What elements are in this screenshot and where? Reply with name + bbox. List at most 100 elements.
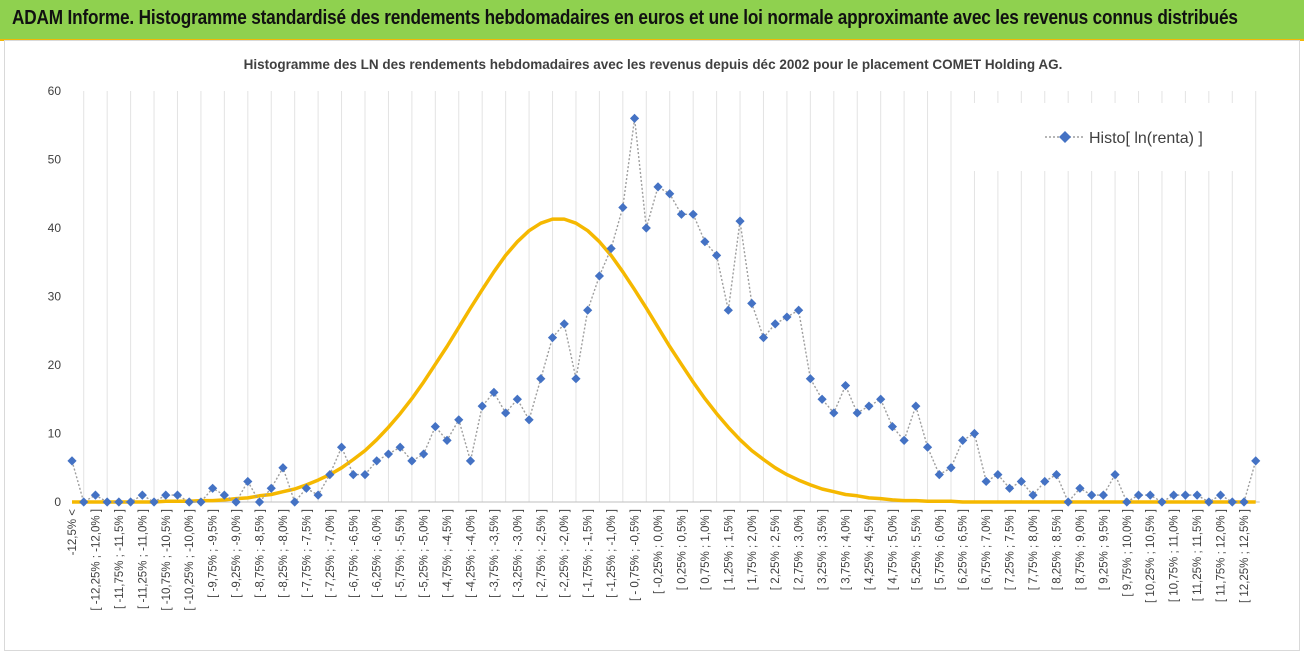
- histogram-point: [231, 497, 241, 507]
- histogram-point: [1110, 470, 1120, 480]
- histogram-point: [618, 202, 628, 213]
- histogram-point: [348, 470, 358, 480]
- chart-title: Histogramme des LN des rendements hebdom…: [244, 57, 1063, 72]
- histogram-series-line: [71, 118, 1257, 504]
- histogram-point: [1122, 497, 1132, 507]
- x-tick-label: [ 2,25% ; 2,5% ]: [770, 509, 782, 590]
- histogram-point: [782, 312, 792, 322]
- histogram-point: [922, 442, 933, 452]
- x-tick-label: [ 8,25% ; 8,5% ]: [1051, 509, 1063, 590]
- histogram-point: [1075, 483, 1085, 493]
- histogram-point: [758, 333, 769, 343]
- histogram-point: [583, 305, 593, 315]
- x-tick-label: [ - 0,75% ; -0,5% ]: [630, 509, 642, 601]
- chart-canvas: Histogramme des LN des rendements hebdom…: [48, 57, 1261, 611]
- histogram-point: [770, 319, 780, 329]
- y-tick-label: 40: [48, 221, 62, 235]
- histogram-point: [313, 490, 323, 500]
- histogram-point: [735, 216, 745, 226]
- histogram-point: [67, 456, 77, 466]
- histogram-point: [794, 305, 804, 315]
- x-tick-label: [ -2,75% ; -2,5% ]: [536, 509, 548, 598]
- x-tick-label: [ 11,75% ; 12,0% ]: [1216, 509, 1228, 602]
- y-tick-label: 20: [48, 358, 62, 372]
- histogram-point: [161, 490, 171, 500]
- histogram-point: [934, 470, 944, 480]
- x-tick-label: [ -5,25% ; -5,0% ]: [419, 509, 431, 598]
- x-tick-label: [ -9,75% ; -9,5% ]: [208, 509, 220, 598]
- histogram-point: [571, 374, 581, 384]
- histogram-point: [747, 298, 757, 308]
- y-tick-label: 60: [48, 84, 62, 98]
- histogram-point: [512, 394, 522, 404]
- x-tick-label: [ -6,75% ; -6,5% ]: [348, 509, 360, 598]
- histogram-point: [489, 387, 499, 397]
- histogram-point: [594, 271, 604, 281]
- histogram-point: [559, 319, 569, 329]
- histogram-point: [899, 435, 909, 445]
- histogram-point: [852, 408, 862, 418]
- x-tick-label: [ 5,75% ; 6,0% ]: [934, 509, 946, 590]
- histogram-point: [805, 374, 815, 384]
- histogram-point: [1098, 490, 1108, 500]
- histogram-point: [372, 456, 382, 466]
- x-tick-label: [ -5,75% ; -5,5% ]: [395, 509, 407, 598]
- x-tick-label: [ 4,25% ; 4,5% ]: [864, 509, 876, 590]
- histogram-point: [688, 209, 698, 219]
- x-tick-label: [ 9,75% ; 10,0% ]: [1122, 509, 1134, 597]
- histogram-point: [208, 483, 218, 493]
- histogram-point: [969, 428, 980, 439]
- histogram-point: [653, 182, 663, 192]
- x-tick-label: [ -3,25% ; -3,0% ]: [512, 509, 524, 598]
- x-tick-label: [ 11,25% ; 11,5% ]: [1192, 509, 1204, 601]
- histogram-point: [1016, 476, 1026, 487]
- histogram-point: [336, 442, 347, 452]
- x-tick-label: [ -7,25% ; -7,0% ]: [325, 509, 337, 598]
- histogram-point: [430, 422, 440, 432]
- histogram-point: [1157, 497, 1167, 507]
- x-tick-label: [ -0,25% ; 0,0% ]: [653, 509, 665, 594]
- histogram-point: [219, 490, 229, 500]
- histogram-point: [887, 422, 897, 432]
- histogram-point: [641, 223, 651, 233]
- histogram-point: [864, 401, 874, 411]
- histogram-point: [419, 449, 429, 459]
- x-tick-label: [ -1,75% ; -1,5% ]: [583, 509, 595, 598]
- x-tick-label: [ 6,75% ; 7,0% ]: [981, 509, 993, 590]
- histogram-point: [1227, 497, 1237, 507]
- x-tick-label: [ -1,25% ; -1,0% ]: [606, 509, 618, 598]
- x-tick-label: [ -10,25% ; -10,0% ]: [184, 509, 196, 611]
- histogram-point: [407, 456, 417, 466]
- histogram-point: [114, 497, 124, 507]
- histogram-point: [325, 470, 335, 480]
- y-tick-label: 50: [48, 153, 62, 167]
- histogram-point: [958, 435, 968, 445]
- histogram-point: [102, 497, 112, 507]
- histogram-point: [90, 490, 101, 500]
- histogram-point: [501, 408, 511, 418]
- y-tick-label: 30: [48, 290, 62, 304]
- histogram-point: [196, 497, 206, 507]
- x-tick-label: [ 3,25% ; 3,5% ]: [817, 509, 829, 590]
- x-tick-label: [ 6,25% ; 6,5% ]: [958, 509, 970, 590]
- histogram-point: [1040, 476, 1050, 487]
- histogram-point: [126, 497, 136, 507]
- histogram-point: [1063, 497, 1073, 507]
- histogram-point: [817, 394, 827, 404]
- histogram-point: [137, 490, 147, 500]
- histogram-point: [536, 374, 546, 384]
- page-title: ADAM Informe. Histogramme standardisé de…: [12, 7, 1238, 29]
- histogram-point: [723, 305, 733, 315]
- histogram-point: [278, 463, 288, 473]
- histogram-point: [1251, 456, 1261, 466]
- x-tick-label: [ -12,25% ; -12,0% ]: [90, 509, 102, 611]
- histogram-point: [524, 415, 534, 425]
- y-tick-label: 10: [48, 427, 62, 441]
- x-tick-label: [ 9,25% ; 9,5% ]: [1098, 509, 1110, 590]
- histogram-point: [1051, 470, 1062, 480]
- histogram-point: [442, 435, 452, 445]
- histogram-point: [665, 189, 675, 199]
- x-tick-label: [ 2,75% ; 3,0% ]: [794, 509, 806, 590]
- histogram-point: [360, 470, 370, 480]
- x-tick-label: [ 12,25% ; 12,5% ]: [1239, 509, 1251, 603]
